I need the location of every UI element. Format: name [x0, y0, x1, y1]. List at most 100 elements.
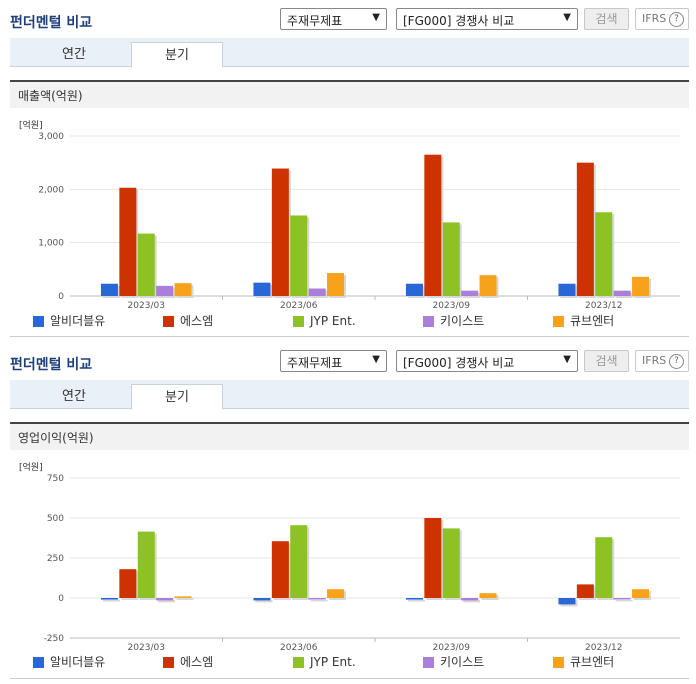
- period-tabs: 연간 분기: [10, 380, 689, 410]
- y-tick-label: 500: [47, 514, 64, 524]
- metric-title: 매출액(억원): [10, 80, 689, 108]
- legend-label: 큐브엔터: [570, 655, 614, 669]
- bar-1-1: [271, 541, 289, 598]
- ifrs-button[interactable]: IFRS ?: [635, 350, 689, 372]
- bar-shadow: [102, 600, 120, 602]
- panel-title: 펀더멘털 비교: [10, 357, 93, 373]
- legend-label: 키이스트: [440, 314, 484, 328]
- legend-swatch-4: [553, 316, 564, 327]
- y-tick-label: -250: [44, 634, 65, 644]
- statement-select[interactable]: 주재무제표 ▼: [280, 8, 387, 30]
- legend-swatch-0: [33, 657, 44, 668]
- ifrs-button[interactable]: IFRS ?: [635, 8, 689, 30]
- legend-swatch-4: [553, 657, 564, 668]
- bar-3-0: [156, 285, 174, 296]
- bar-1-0: [119, 569, 137, 598]
- bar-4-2: [479, 275, 497, 296]
- statement-select[interactable]: 주재무제표 ▼: [280, 350, 387, 372]
- unit-label: [억원]: [19, 119, 43, 131]
- legend-swatch-1: [163, 657, 174, 668]
- bar-2-1: [290, 215, 308, 296]
- legend-swatch-3: [423, 657, 434, 668]
- bar-4-1: [327, 273, 345, 296]
- search-button[interactable]: 검색: [584, 8, 629, 30]
- bar-3-3: [613, 290, 631, 296]
- bar-1-0: [119, 187, 137, 296]
- bar-2-1: [290, 525, 308, 598]
- legend-label: 에스엠: [180, 655, 213, 669]
- bar-0-1: [253, 598, 271, 601]
- bar-2-0: [137, 531, 155, 598]
- legend-label: 큐브엔터: [570, 314, 614, 328]
- y-tick-label: 3,000: [38, 132, 64, 142]
- legend-swatch-3: [423, 316, 434, 327]
- y-tick-label: 0: [58, 594, 64, 604]
- bar-shadow: [310, 600, 328, 602]
- bar-0-3: [558, 598, 576, 605]
- y-tick-label: 1,000: [38, 239, 64, 249]
- bar-2-2: [442, 528, 460, 598]
- legend-label: 알비더블유: [50, 655, 105, 669]
- bar-4-2: [479, 593, 497, 598]
- bar-0-3: [558, 283, 576, 296]
- x-tick-label: 2023/12: [585, 301, 622, 311]
- unit-label: [억원]: [19, 461, 43, 473]
- tab-quarterly[interactable]: 분기: [131, 42, 223, 68]
- bar-1-2: [424, 154, 442, 296]
- divider: [10, 336, 689, 337]
- tab-annual[interactable]: 연간: [62, 47, 86, 62]
- bar-shadow: [615, 600, 633, 602]
- bar-0-2: [405, 598, 423, 600]
- x-tick-label: 2023/03: [128, 643, 165, 653]
- bar-0-0: [100, 598, 118, 600]
- bar-1-1: [271, 168, 289, 296]
- help-icon: ?: [669, 354, 684, 369]
- x-tick-label: 2023/06: [280, 643, 318, 653]
- chevron-down-icon: ▼: [563, 12, 571, 23]
- search-button[interactable]: 검색: [584, 350, 629, 372]
- revenue-chart: [억원] 0 1,000 2,000 3,000 2023/03 2023/06 2023/0…: [19, 119, 680, 328]
- divider: [10, 678, 689, 679]
- legend-swatch-1: [163, 316, 174, 327]
- bar-1-2: [424, 518, 442, 598]
- bar-2-3: [595, 537, 613, 598]
- chevron-down-icon: ▼: [563, 354, 571, 365]
- bar-4-0: [174, 596, 192, 598]
- fundamental-panel-1: 펀더멘털 비교 주재무제표 ▼ [FG000] 경쟁사 비교 ▼ 검색 IFRS…: [0, 0, 696, 108]
- bar-0-0: [100, 283, 118, 296]
- x-tick-label: 2023/09: [433, 301, 471, 311]
- tab-annual[interactable]: 연간: [62, 389, 86, 404]
- bar-shadow: [255, 600, 273, 603]
- bar-shadow: [176, 598, 194, 600]
- legend-label: JYP Ent.: [309, 314, 356, 328]
- bar-4-3: [632, 589, 650, 598]
- bar-3-2: [461, 598, 479, 601]
- bar-3-3: [613, 598, 631, 600]
- legend-swatch-2: [293, 316, 304, 327]
- metric-title: 영업이익(억원): [10, 422, 689, 450]
- bar-3-0: [156, 598, 174, 601]
- tab-quarterly[interactable]: 분기: [131, 384, 223, 410]
- x-tick-label: 2023/06: [280, 301, 318, 311]
- bar-shadow: [407, 600, 425, 602]
- y-tick-label: 0: [58, 292, 64, 302]
- period-tabs: 연간 분기: [10, 38, 689, 68]
- help-icon: ?: [669, 12, 684, 27]
- x-tick-label: 2023/03: [128, 301, 165, 311]
- y-tick-label: 2,000: [38, 185, 64, 195]
- chevron-down-icon: ▼: [372, 12, 380, 23]
- bar-0-2: [405, 283, 423, 296]
- fundamental-panel-2: 펀더멘털 비교 주재무제표 ▼ [FG000] 경쟁사 비교 ▼ 검색 IFRS…: [0, 342, 696, 450]
- bar-4-3: [632, 276, 650, 296]
- group-select[interactable]: [FG000] 경쟁사 비교 ▼: [396, 8, 578, 30]
- bar-1-3: [576, 162, 594, 296]
- x-tick-label: 2023/12: [585, 643, 622, 653]
- y-tick-label: 250: [47, 554, 64, 564]
- group-select[interactable]: [FG000] 경쟁사 비교 ▼: [396, 350, 578, 372]
- operating-profit-chart: [억원] -250 0 250 500 750 2023/03 2023/06 2023/09 2…: [19, 461, 680, 669]
- bar-3-2: [461, 290, 479, 296]
- legend-label: 에스엠: [180, 314, 213, 328]
- bar-3-1: [308, 598, 326, 600]
- bar-3-1: [308, 288, 326, 296]
- panel-header: 펀더멘털 비교 주재무제표 ▼ [FG000] 경쟁사 비교 ▼ 검색 IFRS…: [0, 0, 696, 38]
